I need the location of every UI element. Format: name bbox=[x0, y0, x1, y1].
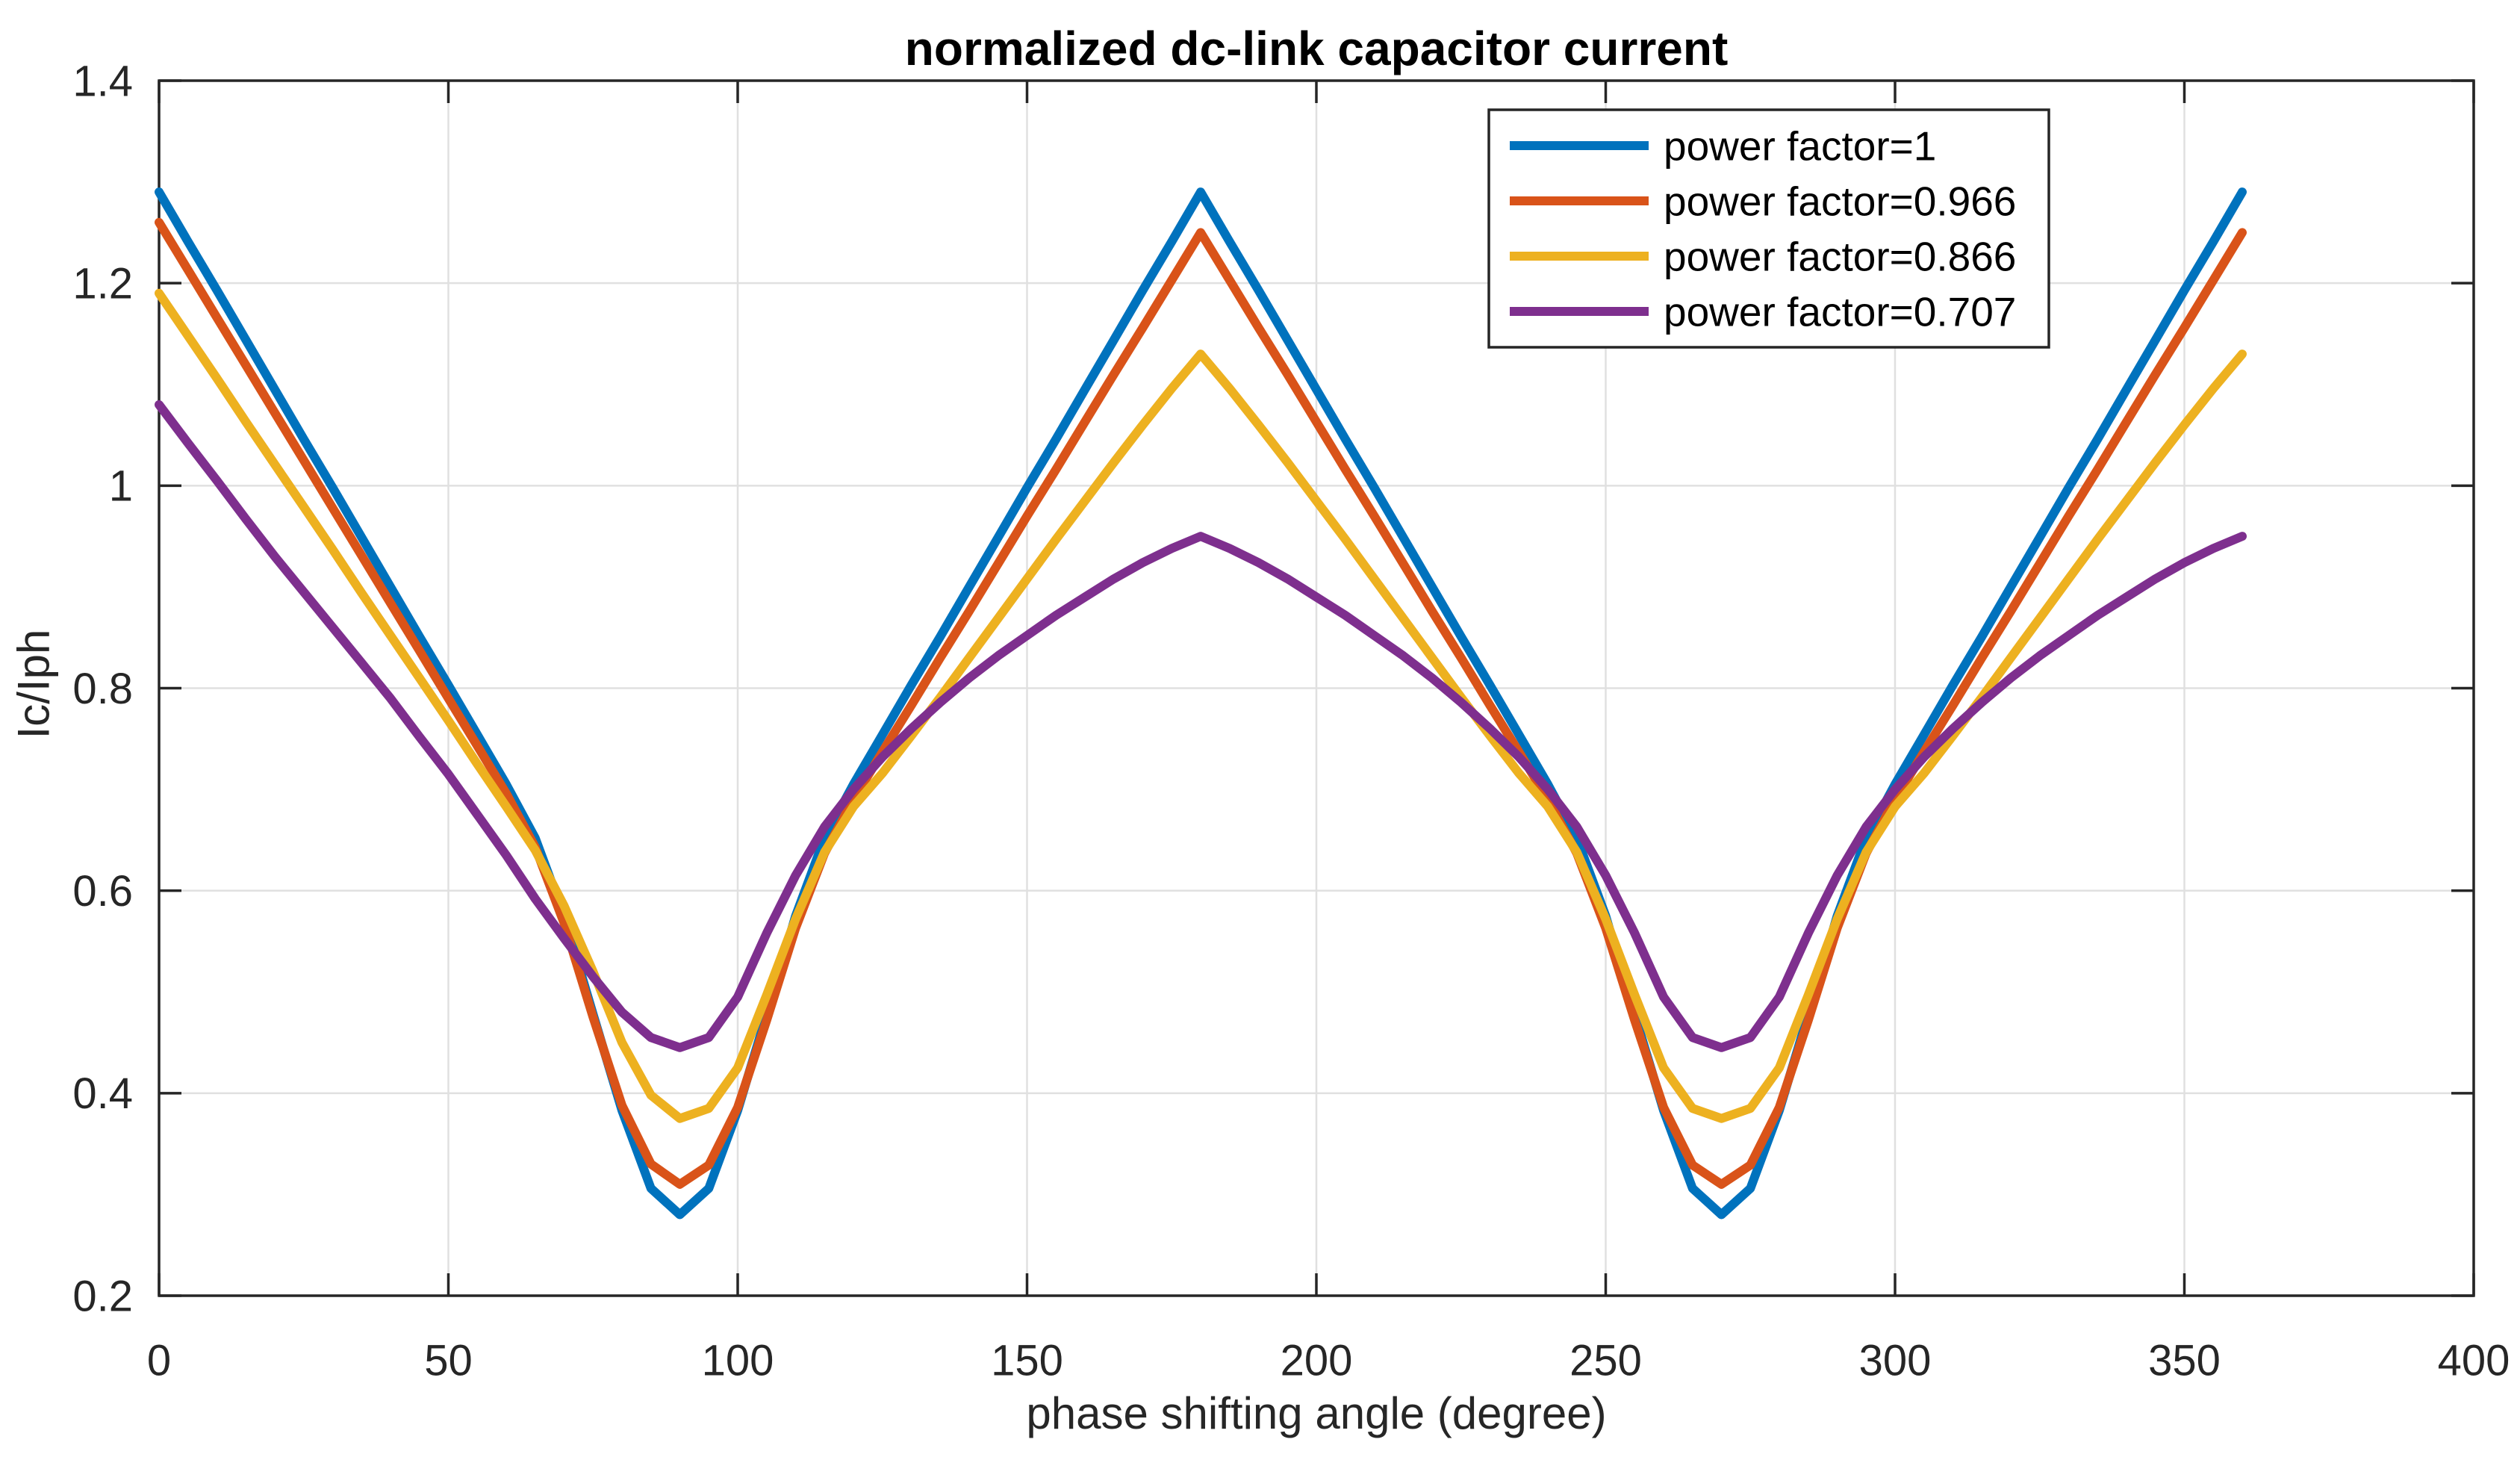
legend-item: power factor=0.707 bbox=[1510, 288, 2016, 335]
x-tick-label: 350 bbox=[2148, 1337, 2221, 1385]
y-axis-label: Ic/Iph bbox=[8, 629, 59, 739]
y-tick-label: 0.4 bbox=[72, 1069, 133, 1118]
x-tick-labels: 0 50 100 150 200 250 300 350 400 bbox=[147, 1337, 2510, 1385]
y-tick-label: 0.8 bbox=[72, 665, 133, 713]
x-tick-label: 400 bbox=[2438, 1337, 2510, 1385]
y-tick-label: 1 bbox=[109, 462, 133, 511]
chart-title: normalized dc-link capacitor current bbox=[904, 22, 1729, 75]
series-power-factor-0966 bbox=[155, 217, 2247, 1189]
legend-label: power factor=0.866 bbox=[1664, 233, 2016, 279]
legend: power factor=1 power factor=0.966 power fa… bbox=[1487, 108, 2050, 349]
legend-item: power factor=0.966 bbox=[1510, 178, 2016, 224]
x-tick-label: 50 bbox=[424, 1337, 473, 1385]
legend-item: power factor=1 bbox=[1510, 122, 1936, 169]
y-tick-label: 1.2 bbox=[72, 259, 133, 308]
x-tick-label: 200 bbox=[1281, 1337, 1353, 1385]
legend-item: power factor=0.866 bbox=[1510, 233, 2016, 279]
legend-label: power factor=0.707 bbox=[1664, 288, 2016, 335]
x-tick-label: 300 bbox=[1859, 1337, 1932, 1385]
y-tick-label: 0.6 bbox=[72, 867, 133, 916]
legend-label: power factor=0.966 bbox=[1664, 178, 2016, 224]
x-tick-label: 0 bbox=[147, 1337, 171, 1385]
x-tick-label: 100 bbox=[702, 1337, 774, 1385]
x-tick-label: 150 bbox=[991, 1337, 1063, 1385]
series-power-factor-0866 bbox=[155, 288, 2247, 1123]
y-tick-label: 1.4 bbox=[72, 57, 133, 105]
y-tick-label: 0.2 bbox=[72, 1272, 133, 1320]
series-power-factor-0707 bbox=[155, 400, 2247, 1052]
tick-marks bbox=[158, 79, 2475, 1297]
x-axis-label: phase shifting angle (degree) bbox=[1026, 1388, 1607, 1438]
y-tick-labels: 0.2 0.4 0.6 0.8 1 1.2 1.4 bbox=[72, 57, 133, 1320]
gridlines bbox=[158, 79, 2475, 1297]
x-tick-label: 250 bbox=[1569, 1337, 1642, 1385]
legend-label: power factor=1 bbox=[1664, 122, 1936, 169]
